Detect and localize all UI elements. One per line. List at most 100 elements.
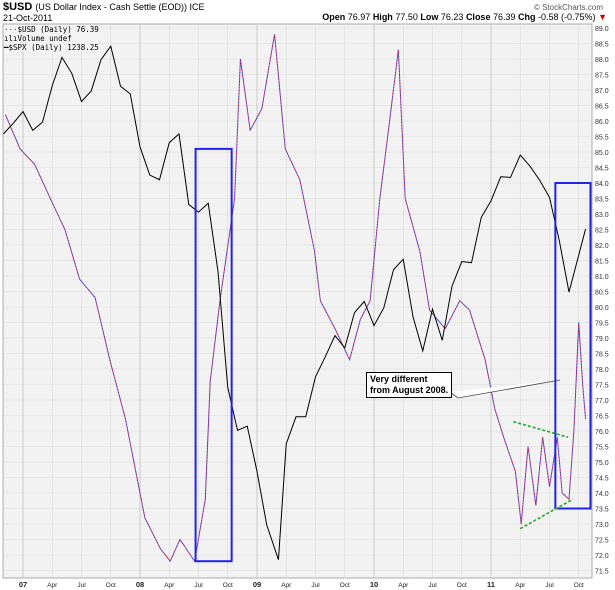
annotation-callout: Very different from August 2008.: [366, 372, 453, 398]
chg-label: Chg: [518, 12, 536, 22]
y-tick-label: 82.5: [595, 228, 609, 235]
symbol: $USD: [3, 1, 33, 13]
y-tick-label: 86.5: [595, 104, 609, 111]
y-tick-label: 88.5: [595, 42, 609, 49]
low-value: 76.23: [440, 12, 464, 22]
y-tick-label: 86.0: [595, 119, 609, 126]
x-tick-label: Oct: [340, 582, 350, 589]
y-tick-label: 74.5: [595, 476, 609, 483]
plot-area: [2, 23, 593, 579]
open-value: 76.97: [347, 12, 371, 22]
y-tick-label: 88.0: [595, 57, 609, 64]
legend-usd: ···$USD (Daily) 76.39: [4, 25, 99, 34]
y-tick-label: 76.0: [595, 429, 609, 436]
x-tick-label: Apr: [398, 582, 409, 589]
x-tick-label: Jul: [311, 582, 320, 589]
chg-value: -0.58 (-0.75%): [538, 12, 596, 22]
y-tick-label: 87.5: [595, 73, 609, 80]
y-tick-label: 81.0: [595, 274, 609, 281]
x-tick-label: Apr: [515, 582, 526, 589]
y-tick-label: 80.0: [595, 305, 609, 312]
y-tick-label: 78.5: [595, 352, 609, 359]
spx-line: [3, 45, 587, 560]
y-tick-label: 81.5: [595, 259, 609, 266]
trendline: [519, 498, 574, 530]
y-tick-label: 77.0: [595, 398, 609, 405]
y-tick-label: 73.0: [595, 522, 609, 529]
x-tick-label: Apr: [47, 582, 58, 589]
low-label: Low: [420, 12, 439, 22]
y-tick-label: 76.5: [595, 414, 609, 421]
solid-line-icon: ━: [4, 43, 9, 52]
x-tick-label: 09: [253, 580, 261, 589]
symbol-description: (US Dollar Index - Cash Settle (EOD)) IC…: [35, 2, 205, 12]
y-tick-label: 83.0: [595, 212, 609, 219]
y-tick-label: 79.0: [595, 336, 609, 343]
legend-spx: ━$SPX (Daily) 1238.25: [4, 43, 99, 52]
callout-pointer: [449, 379, 561, 399]
x-tick-label: Jul: [545, 582, 554, 589]
volume-bars-icon: ılı: [4, 34, 18, 43]
y-tick-label: 84.5: [595, 166, 609, 173]
chart-date: 21-Oct-2011: [3, 13, 53, 23]
down-arrow-icon: ▼: [598, 12, 607, 22]
series-layer: [3, 34, 587, 563]
chart-title: $USD (US Dollar Index - Cash Settle (EOD…: [3, 1, 204, 13]
legend: ···$USD (Daily) 76.39 ılıVolume undef ━$…: [4, 25, 99, 52]
x-tick-label: 07: [19, 580, 27, 589]
y-tick-label: 73.5: [595, 507, 609, 514]
y-tick-label: 74.0: [595, 491, 609, 498]
y-tick-label: 82.0: [595, 243, 609, 250]
x-tick-label: Oct: [106, 582, 116, 589]
y-tick-label: 75.5: [595, 445, 609, 452]
high-value: 77.50: [395, 12, 418, 22]
x-tick-label: 11: [487, 580, 495, 589]
x-tick-label: Oct: [223, 582, 233, 589]
quote-summary: Open 76.97 High 77.50 Low 76.23 Close 76…: [322, 12, 607, 22]
y-tick-label: 80.5: [595, 290, 609, 297]
y-tick-label: 85.5: [595, 135, 609, 142]
legend-usd-label: $USD (Daily) 76.39: [17, 25, 99, 34]
x-tick-label: 08: [136, 580, 144, 589]
close-value: 76.39: [492, 12, 516, 22]
dotted-line-icon: ···: [4, 25, 18, 34]
x-tick-label: Oct: [574, 582, 584, 589]
x-tick-label: Jul: [428, 582, 437, 589]
legend-spx-label: $SPX (Daily) 1238.25: [8, 43, 99, 52]
y-tick-label: 85.0: [595, 150, 609, 157]
x-tick-label: Oct: [457, 582, 467, 589]
y-tick-label: 72.5: [595, 538, 609, 545]
y-tick-label: 84.0: [595, 181, 609, 188]
usd-line-alt: [4, 34, 587, 563]
y-tick-label: 72.0: [595, 553, 609, 560]
legend-volume-label: Volume undef: [17, 34, 72, 43]
y-tick-label: 79.5: [595, 321, 609, 328]
gridlines: [3, 24, 592, 578]
y-tick-label: 77.5: [595, 383, 609, 390]
legend-volume: ılıVolume undef: [4, 34, 99, 43]
y-tick-label: 75.0: [595, 460, 609, 467]
y-tick-label: 83.5: [595, 197, 609, 204]
x-tick-label: Jul: [194, 582, 203, 589]
open-label: Open: [322, 12, 346, 22]
y-tick-label: 87.0: [595, 88, 609, 95]
annotations-layer: [194, 147, 592, 563]
trendline: [513, 420, 569, 438]
highlight-box: [194, 147, 233, 563]
y-tick-label: 89.0: [595, 26, 609, 33]
close-label: Close: [465, 12, 491, 22]
x-tick-label: Jul: [77, 582, 86, 589]
copyright: © StockCharts.com: [533, 3, 603, 12]
axes-layer: 71.5 72.0 72.5 73.0 73.5 74.0 74.5 75.0 75.5 76.0…: [19, 26, 609, 589]
annotation-line-2: from August 2008.: [370, 385, 449, 395]
highlight-box: [554, 182, 592, 510]
y-tick-label: 71.5: [595, 569, 609, 576]
annotation-line-1: Very different: [370, 374, 428, 384]
x-tick-label: Apr: [164, 582, 175, 589]
x-tick-label: Apr: [281, 582, 292, 589]
x-tick-label: 10: [370, 580, 378, 589]
y-tick-label: 78.0: [595, 367, 609, 374]
high-label: High: [372, 12, 393, 22]
